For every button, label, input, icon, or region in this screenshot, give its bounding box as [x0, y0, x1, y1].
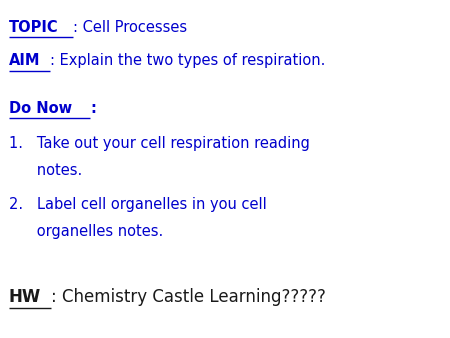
Text: TOPIC: TOPIC [9, 20, 58, 34]
Text: : Cell Processes: : Cell Processes [73, 20, 187, 34]
Text: 1.   Take out your cell respiration reading: 1. Take out your cell respiration readin… [9, 136, 310, 151]
Text: organelles notes.: organelles notes. [9, 224, 163, 239]
Text: AIM: AIM [9, 53, 40, 68]
Text: : Chemistry Castle Learning?????: : Chemistry Castle Learning????? [50, 288, 325, 307]
Text: :: : [90, 101, 96, 116]
Text: 2.   Label cell organelles in you cell: 2. Label cell organelles in you cell [9, 197, 267, 212]
Text: Do Now: Do Now [9, 101, 72, 116]
Text: notes.: notes. [9, 163, 82, 178]
Text: : Explain the two types of respiration.: : Explain the two types of respiration. [50, 53, 325, 68]
Text: HW: HW [9, 288, 41, 307]
